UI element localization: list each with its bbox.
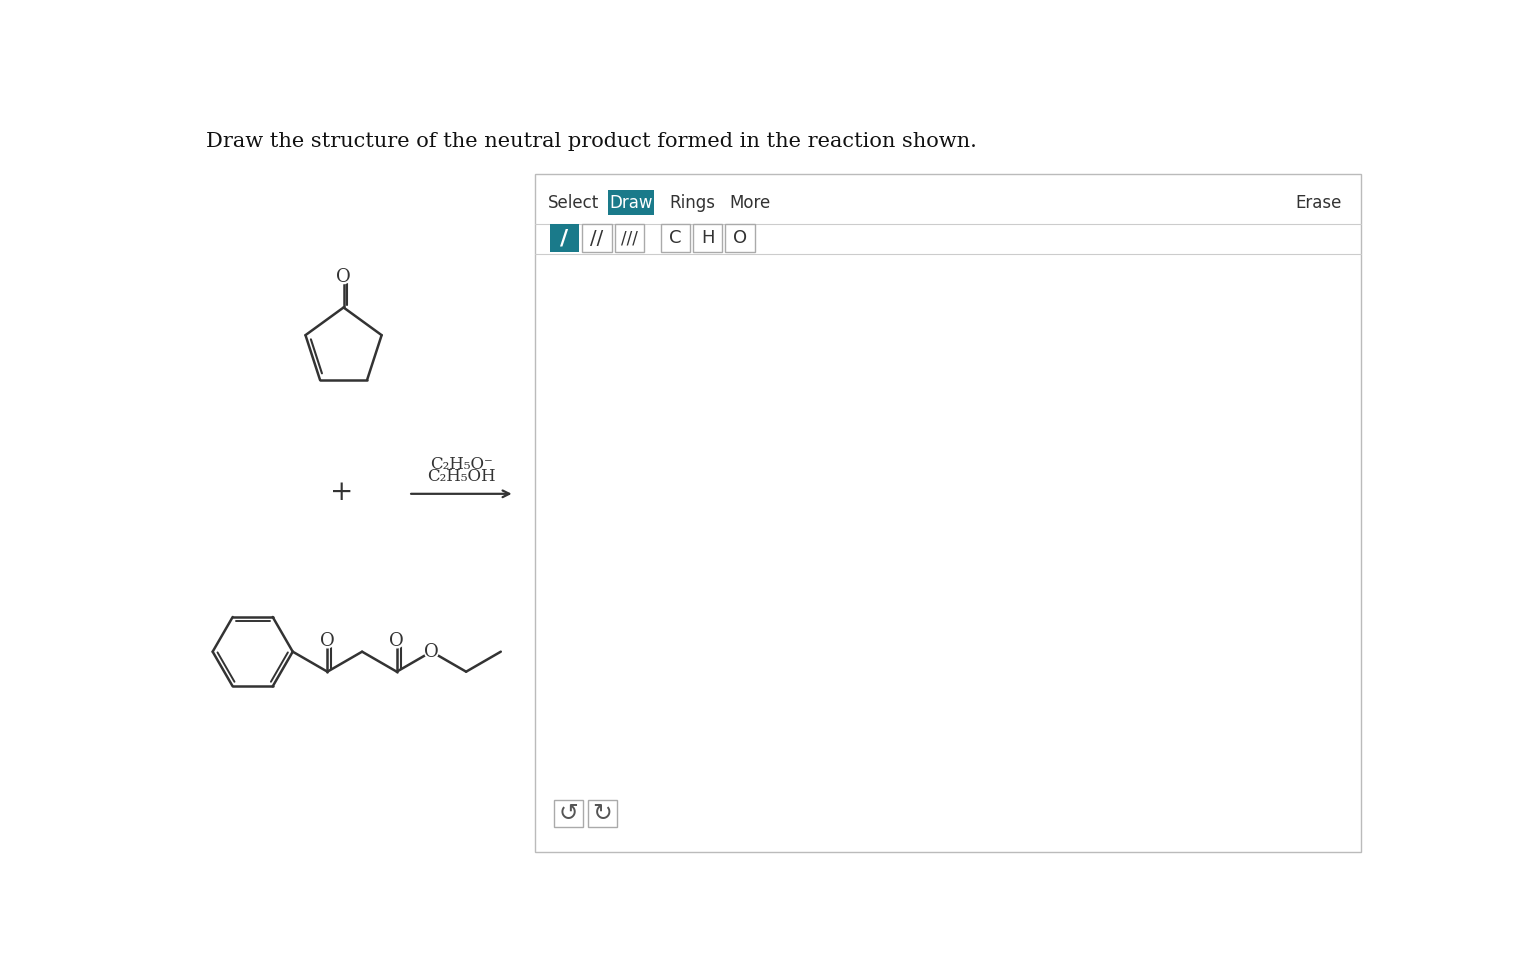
Text: /: /: [561, 228, 569, 249]
Text: O: O: [320, 632, 335, 650]
Bar: [583, 224, 612, 252]
Bar: [553, 799, 583, 827]
Text: C₂H₅O⁻: C₂H₅O⁻: [430, 456, 492, 473]
Text: More: More: [729, 194, 771, 212]
Circle shape: [336, 270, 350, 284]
Circle shape: [390, 634, 404, 648]
Bar: [587, 799, 616, 827]
Text: Rings: Rings: [670, 194, 716, 212]
Text: O: O: [336, 268, 352, 285]
Text: ///: ///: [621, 229, 638, 248]
Bar: [615, 224, 644, 252]
Text: +: +: [330, 479, 353, 506]
Text: //: //: [590, 229, 604, 248]
Text: Draw: Draw: [609, 194, 653, 212]
Text: Select: Select: [547, 194, 599, 212]
Text: Draw the structure of the neutral product formed in the reaction shown.: Draw the structure of the neutral produc…: [206, 132, 977, 151]
Bar: [550, 224, 579, 252]
Bar: [725, 224, 755, 252]
Bar: [607, 190, 654, 216]
Text: Erase: Erase: [1295, 194, 1341, 212]
Text: C: C: [670, 229, 682, 248]
Text: ↺: ↺: [558, 801, 578, 825]
Text: ↻: ↻: [592, 801, 612, 825]
Bar: [661, 224, 690, 252]
Circle shape: [425, 645, 439, 658]
Bar: [535, 174, 1361, 852]
Text: O: O: [424, 643, 439, 660]
Text: C₂H₅OH: C₂H₅OH: [427, 468, 495, 486]
Circle shape: [321, 634, 335, 648]
Bar: [693, 224, 722, 252]
Text: O: O: [390, 632, 404, 650]
Text: O: O: [732, 229, 748, 248]
Text: H: H: [700, 229, 714, 248]
